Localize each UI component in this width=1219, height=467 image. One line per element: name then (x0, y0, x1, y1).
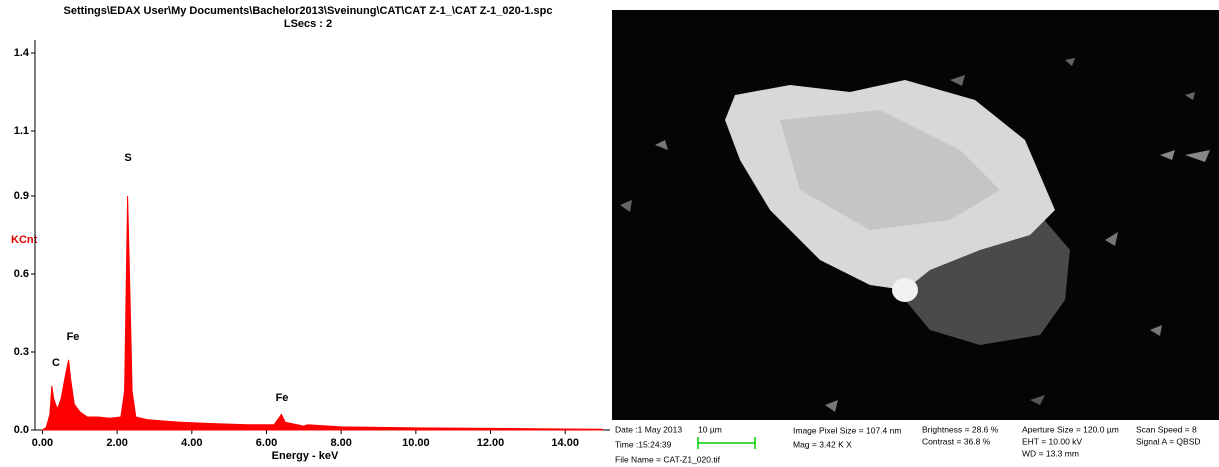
x-tick-label: 0.00 (32, 437, 53, 449)
x-tick-label: 14.00 (551, 437, 579, 449)
x-tick-label: 12.00 (477, 437, 505, 449)
x-tick-label: 8.00 (330, 437, 351, 449)
info-mag: Mag = 3.42 K X (793, 439, 852, 449)
info-file: File Name = CAT-Z1_020.tif (615, 454, 721, 464)
peak-label: S (124, 152, 131, 164)
y-tick-label: 0.0 (14, 424, 29, 436)
info-wd: WD = 13.3 mm (1022, 448, 1079, 458)
peak-label: C (52, 357, 60, 369)
y-tick-label: 1.4 (14, 47, 30, 59)
info-scan-speed: Scan Speed = 8 (1136, 424, 1197, 434)
y-tick-label: 0.3 (14, 346, 29, 358)
info-brightness: Brightness = 28.6 % (922, 424, 999, 434)
x-axis-label: Energy - keV (272, 450, 339, 462)
x-tick-label: 6.00 (256, 437, 277, 449)
peak-label: Fe (276, 392, 289, 404)
info-eht: EHT = 10.00 kV (1022, 436, 1082, 446)
sem-image (612, 10, 1219, 467)
y-axis-label: KCnt (11, 234, 38, 246)
x-tick-label: 4.00 (181, 437, 202, 449)
y-tick-label: 0.6 (14, 268, 29, 280)
info-contrast: Contrast = 36.8 % (922, 436, 991, 446)
scale-bar-label: 10 µm (698, 424, 722, 434)
spectrum-panel (0, 0, 612, 467)
chart-title: Settings\EDAX User\My Documents\Bachelor… (63, 5, 552, 17)
x-tick-label: 2.00 (106, 437, 127, 449)
peak-label: Fe (67, 331, 80, 343)
y-tick-label: 0.9 (14, 190, 29, 202)
x-tick-label: 10.00 (402, 437, 430, 449)
info-pixel-size: Image Pixel Size = 107.4 nm (793, 425, 901, 435)
info-date: Date :1 May 2013 (615, 424, 682, 434)
chart-subtitle: LSecs : 2 (284, 18, 332, 30)
info-aperture: Aperture Size = 120.0 µm (1022, 424, 1119, 434)
info-time: Time :15:24:39 (615, 439, 672, 449)
y-tick-label: 1.1 (14, 125, 29, 137)
info-signal: Signal A = QBSD (1136, 436, 1201, 446)
page: Settings\EDAX User\My Documents\Bachelor… (0, 0, 1219, 467)
